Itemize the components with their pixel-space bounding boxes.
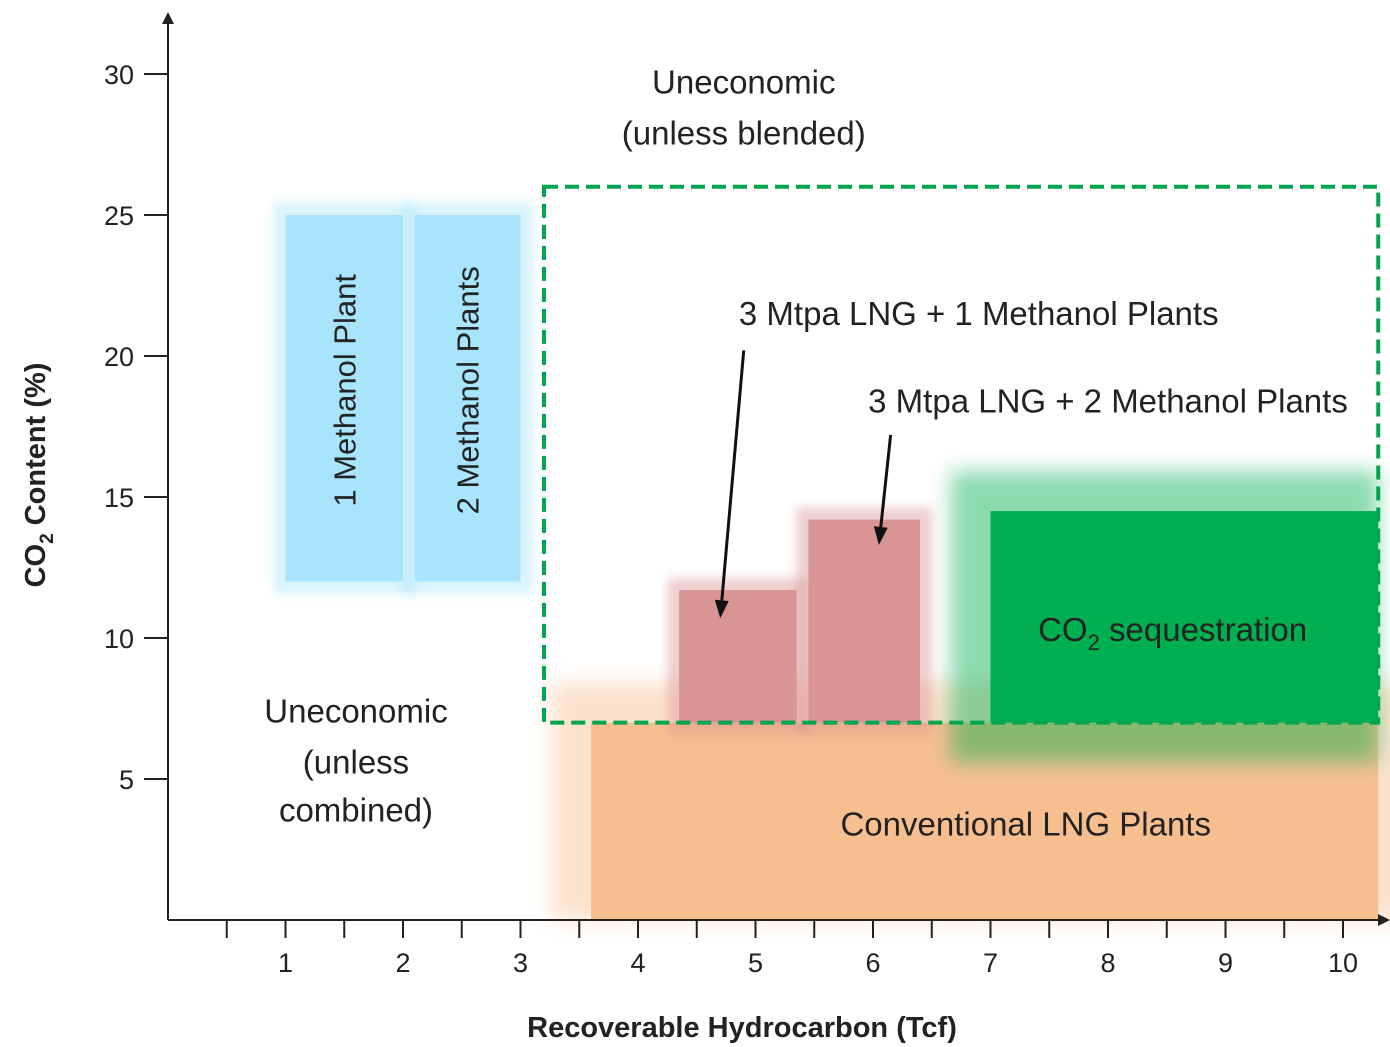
y-tick-label: 5 [119, 765, 134, 795]
regions-layer [273, 203, 1390, 920]
region-label-2-methanol-plants: 2 Methanol Plants [451, 266, 486, 514]
region-label-co2-sequestration: CO2 sequestration [1038, 611, 1307, 655]
dashed-box-layer [542, 184, 1381, 725]
labels-layer: 1 Methanol Plant 2 Methanol Plants Convent… [264, 64, 1348, 843]
arrow-head-2 [873, 526, 888, 545]
arrow-line-2 [879, 434, 893, 528]
region-label-1-methanol-plant: 1 Methanol Plant [327, 274, 362, 507]
region-co2-sequestration [990, 511, 1379, 723]
dashed-box-rect [542, 184, 1381, 725]
y-tick-label: 25 [104, 201, 134, 231]
arrow-line-1 [720, 350, 746, 601]
annotation-3-mtpa-lng-2-methanol-plants: 3 Mtpa LNG + 2 Methanol Plants [868, 382, 1348, 419]
annotation-unless: (unless [303, 743, 409, 780]
arrow-head-1 [714, 599, 729, 619]
x-tick-label: 3 [513, 948, 528, 978]
annotation-uneconomic: Uneconomic [264, 693, 447, 730]
region-label-conventional-lng-plants: Conventional LNG Plants [840, 805, 1211, 842]
y-tick-label: 20 [104, 342, 134, 372]
annotation-uneconomic: Uneconomic [652, 64, 835, 101]
axes-layer: 1 2 3 4 5 6 7 8 9 10 5 10 15 20 25 30 Recoverable Hydroc… [20, 12, 1390, 1044]
x-tick-label: 4 [630, 948, 645, 978]
y-axis-title: CO2 Content (%) [20, 363, 58, 588]
y-axis-arrowhead [162, 12, 174, 24]
x-tick-label: 9 [1218, 948, 1233, 978]
x-tick-label: 1 [278, 948, 293, 978]
x-tick-label: 5 [748, 948, 763, 978]
annotation-combined: combined) [279, 791, 433, 828]
x-tick-label: 7 [983, 948, 998, 978]
x-axis-title: Recoverable Hydrocarbon (Tcf) [527, 1012, 957, 1044]
y-tick-label: 10 [104, 624, 134, 654]
annotation-unless-blended: (unless blended) [622, 115, 866, 152]
region-3-mtpa-lng-2-methanol-plants [808, 519, 920, 723]
x-tick-label: 10 [1328, 948, 1358, 978]
x-axis-arrowhead [1378, 914, 1390, 926]
annotation-3-mtpa-lng-1-methanol-plants: 3 Mtpa LNG + 1 Methanol Plants [739, 295, 1219, 332]
x-tick-label: 2 [395, 948, 410, 978]
region-3-mtpa-lng-1-methanol-plants [679, 590, 797, 723]
y-tick-label: 30 [104, 60, 134, 90]
region-1-methanol-plant [285, 215, 403, 582]
arrows-layer [714, 350, 893, 619]
y-tick-label: 15 [104, 483, 134, 513]
region-2-methanol-plants [414, 215, 521, 582]
x-tick-label: 8 [1100, 948, 1115, 978]
x-tick-label: 6 [865, 948, 880, 978]
